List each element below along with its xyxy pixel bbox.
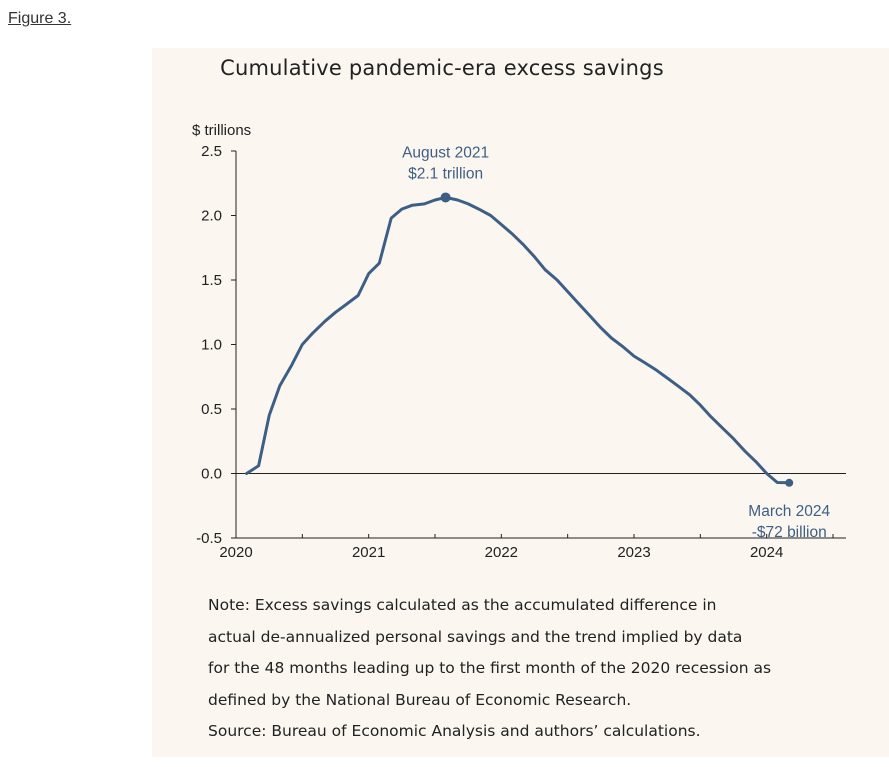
- y-tick-label: 0.5: [201, 401, 222, 418]
- annotation-label: -$72 billion: [752, 524, 827, 541]
- y-tick-label: 1.0: [201, 337, 222, 354]
- y-axis-label: $ trillions: [192, 122, 251, 139]
- chart-panel: Cumulative pandemic-era excess savings $…: [152, 48, 889, 757]
- chart-title: Cumulative pandemic-era excess savings: [220, 56, 664, 80]
- x-tick-label: 2023: [617, 544, 650, 561]
- note-line: defined by the National Bureau of Econom…: [208, 690, 632, 709]
- y-tick-label: 2.0: [201, 208, 222, 225]
- annotation-point: [440, 192, 451, 203]
- x-tick-label: 2024: [750, 544, 783, 561]
- series-line: [245, 195, 791, 485]
- note-line: Note: Excess savings calculated as the a…: [208, 596, 717, 614]
- note-source: Source: Bureau of Economic Analysis and …: [208, 722, 701, 740]
- note-line: for the 48 months leading up to the firs…: [208, 659, 772, 677]
- x-tick-label: 2021: [352, 544, 385, 561]
- annotation-label: March 2024: [748, 503, 830, 520]
- y-tick-label: -0.5: [196, 530, 222, 547]
- note-line: actual de-annualized personal savings an…: [208, 627, 743, 646]
- annotation-label: $2.1 trillion: [408, 165, 483, 182]
- y-tick-label: 1.5: [201, 272, 222, 289]
- figure-label[interactable]: Figure 3.: [8, 10, 72, 27]
- chart-note: Note: Excess savings calculated as the a…: [208, 590, 868, 748]
- annotation-label: August 2021: [402, 144, 489, 161]
- x-tick-label: 2020: [219, 544, 252, 561]
- x-tick-label: 2022: [485, 544, 518, 561]
- annotation-point: [785, 478, 794, 487]
- y-tick-label: 0.0: [201, 466, 222, 483]
- y-tick-label: 2.5: [201, 143, 222, 160]
